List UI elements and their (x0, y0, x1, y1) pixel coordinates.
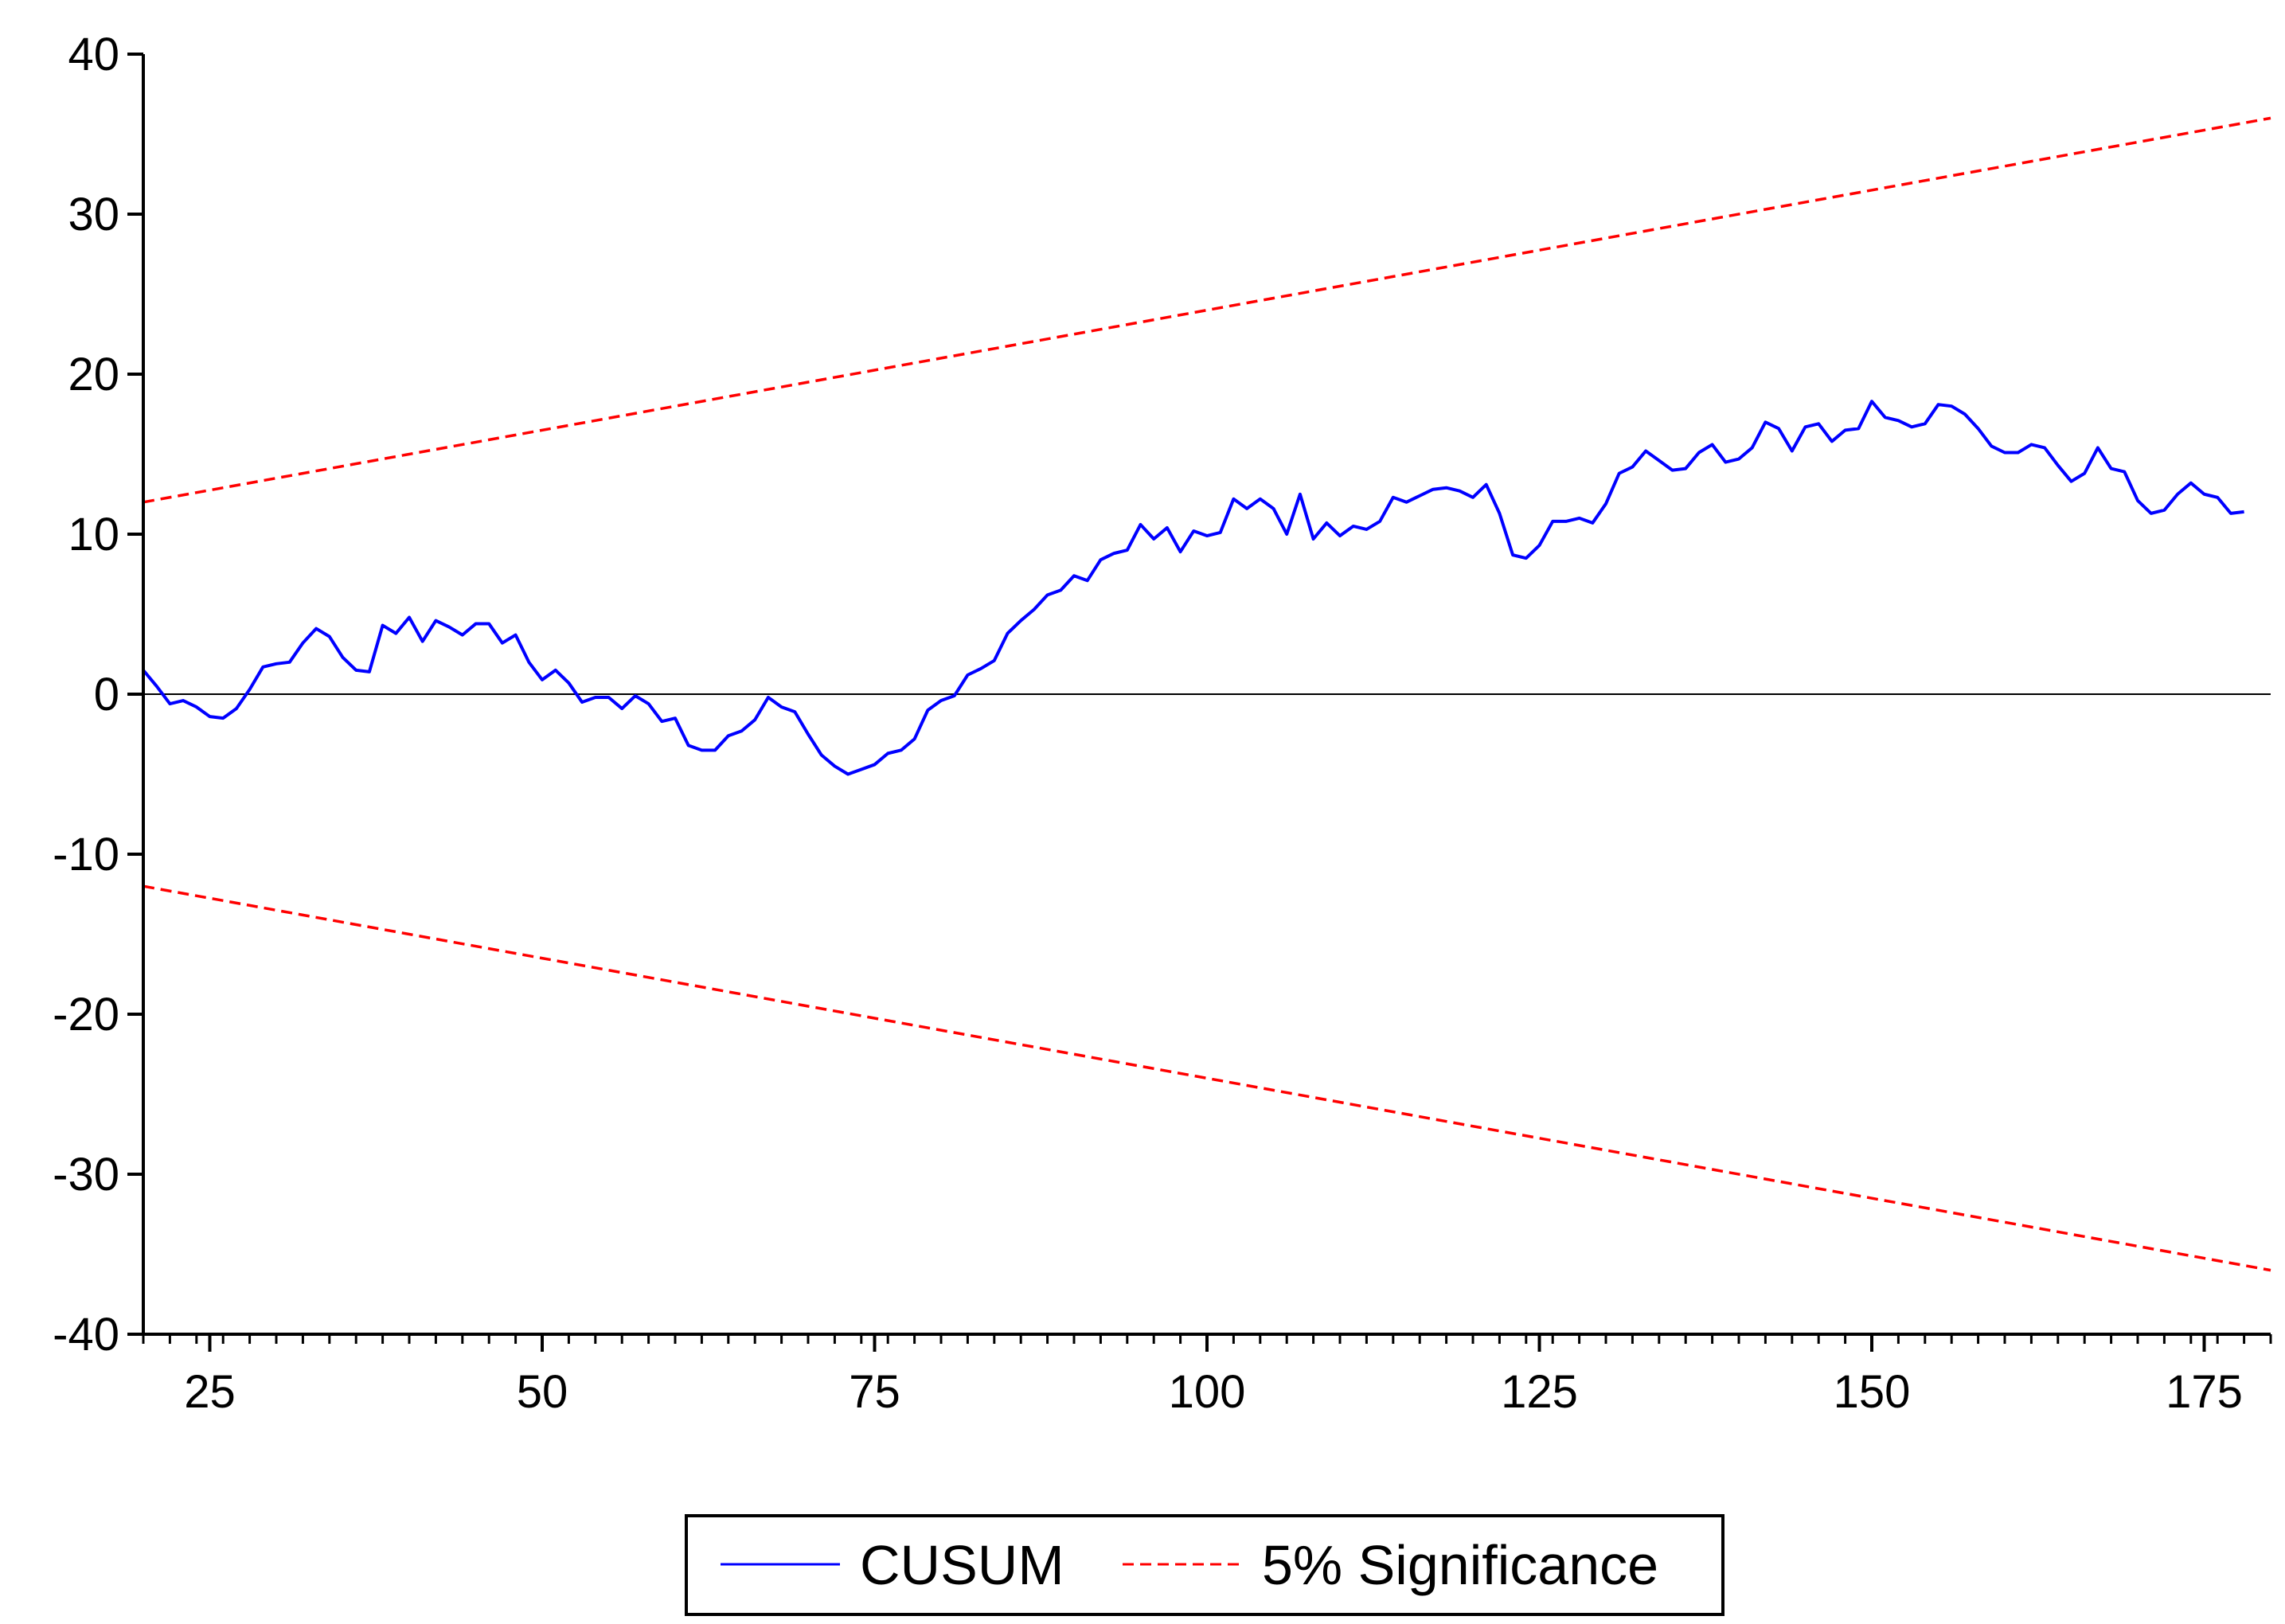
x-tick-label: 125 (1501, 1366, 1578, 1418)
y-tick-label: -20 (53, 989, 119, 1040)
x-tick-label: 25 (184, 1366, 236, 1418)
y-tick-label: 30 (68, 189, 119, 240)
plot-area (142, 116, 2271, 1272)
y-tick-label: -40 (53, 1309, 119, 1360)
cusum-line (142, 400, 2244, 776)
significance-upper-bound (143, 116, 2271, 504)
legend-frame (685, 1514, 1724, 1616)
axes (127, 53, 2272, 1352)
x-tick-label: 150 (1834, 1366, 1911, 1418)
x-tick-label: 50 (517, 1366, 568, 1418)
y-tick-label: 10 (68, 509, 119, 560)
x-tick-label: 100 (1169, 1366, 1246, 1418)
x-tick-labels: 25 50 75 100 125 150 175 (184, 1366, 2243, 1418)
y-tick-label: -10 (53, 829, 119, 880)
y-tick-label: -30 (53, 1149, 119, 1200)
x-tick-label: 75 (849, 1366, 900, 1418)
y-tick-label: 40 (68, 29, 119, 80)
y-tick-labels: 40 30 20 10 0 -10 -20 -30 -40 (53, 29, 119, 1360)
x-tick-label: 175 (2166, 1366, 2243, 1418)
y-tick-label: 0 (94, 669, 119, 720)
y-tick-label: 20 (68, 349, 119, 400)
legend: CUSUM 5% Significance (685, 1514, 1724, 1616)
legend-label-cusum: CUSUM (860, 1534, 1064, 1596)
significance-lower-bound (143, 884, 2271, 1272)
legend-label-significance: 5% Significance (1262, 1534, 1658, 1596)
